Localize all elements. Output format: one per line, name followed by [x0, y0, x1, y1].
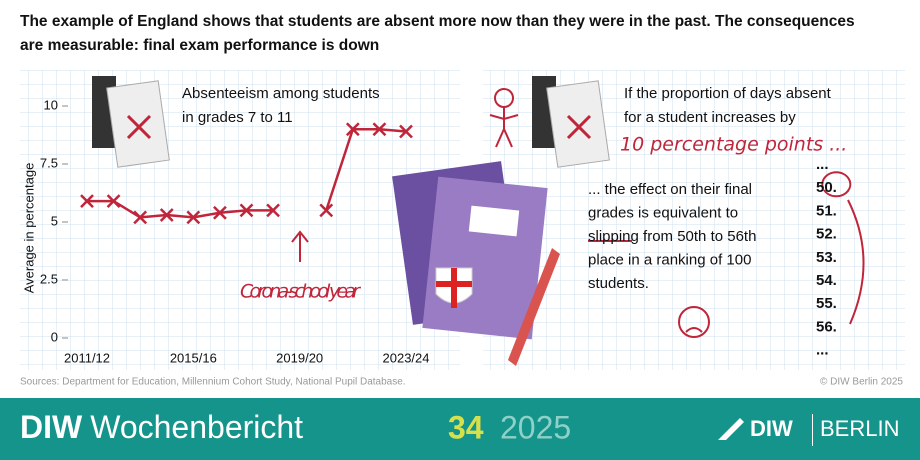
- intro-line: If the proportion of days absent: [624, 85, 832, 102]
- ranking-item: ...: [816, 342, 829, 359]
- data-point: [399, 124, 413, 139]
- annotation: Corona-school year: [240, 281, 361, 303]
- brand: DIW: [20, 409, 83, 445]
- data-point: [213, 205, 227, 220]
- data-point: [345, 122, 360, 137]
- x-tick-label: 2019/20: [276, 350, 323, 365]
- y-tick-label: 2.5: [40, 271, 58, 286]
- chart-title-line: Absenteeism among students: [182, 85, 380, 102]
- logo-text: BERLIN: [820, 416, 899, 441]
- data-point: [159, 208, 174, 222]
- notebooks: [392, 161, 560, 366]
- y-tick-label: 10: [44, 97, 58, 112]
- effect-line: place in a ranking of 100: [588, 251, 751, 268]
- y-tick-label: 5: [51, 213, 58, 228]
- chart-title-line: in grades 7 to 11: [182, 109, 293, 126]
- data-point: [372, 122, 387, 137]
- data-point: [80, 194, 94, 209]
- effect-line: grades is equivalent to: [588, 204, 738, 221]
- data-point: [133, 210, 148, 225]
- y-tick-label: 7.5: [40, 155, 58, 170]
- data-point: [266, 203, 280, 218]
- x-tick-label: 2023/24: [383, 350, 430, 365]
- arrow: [291, 230, 309, 262]
- footer-band: [0, 398, 920, 460]
- stick-figure: [489, 88, 519, 148]
- data-point: [186, 210, 201, 225]
- publication: DIW Wochenbericht: [20, 409, 303, 445]
- title-line: The example of England shows that studen…: [20, 13, 855, 30]
- x-tick-label: 2015/16: [170, 350, 217, 365]
- data-point: [106, 194, 121, 209]
- source: Sources: Department for Education, Mille…: [20, 377, 406, 388]
- clipboard-icon: [92, 76, 170, 168]
- title-line: are measurable: final exam performance i…: [20, 37, 379, 54]
- arrow: [847, 199, 865, 325]
- circle-mark: [821, 171, 852, 198]
- ranking-item: 51.: [816, 202, 837, 219]
- data-point: [239, 203, 254, 218]
- intro-line: for a student increases by: [624, 109, 796, 126]
- logo-text: DIW: [750, 416, 793, 441]
- ranking-item: 50.: [816, 179, 837, 196]
- effect-line: students.: [588, 275, 649, 292]
- y-tick-label: 0: [51, 329, 58, 344]
- issue: 34: [448, 409, 484, 445]
- ranking-item: 56.: [816, 318, 837, 335]
- ranking-item: 55.: [816, 295, 837, 312]
- effect-line: slipping from 50th to 56th: [588, 228, 756, 245]
- panel-text: If the proportion of days absent for a s…: [620, 85, 847, 156]
- ranking-item: ...: [816, 156, 829, 173]
- x-tick-label: 2011/12: [64, 350, 110, 365]
- publication-name: Wochenbericht: [90, 409, 303, 445]
- year: 2025: [500, 409, 571, 445]
- logo-divider: [812, 414, 813, 446]
- logo-mark: [718, 418, 744, 440]
- ranking-item: 54.: [816, 272, 837, 289]
- ranking-item: 52.: [816, 226, 837, 243]
- clipboard-icon: [532, 76, 610, 168]
- data-point: [319, 203, 334, 218]
- y-axis-label: Average in percentage: [21, 163, 36, 294]
- sad-face: [678, 306, 710, 338]
- ranking-item: 53.: [816, 249, 837, 266]
- effect-line: ... the effect on their final: [588, 181, 752, 198]
- copyright: © DIW Berlin 2025: [820, 377, 903, 388]
- highlight: 10 percentage points ...: [620, 134, 847, 156]
- chart-title: Absenteeism among students in grades 7 t…: [182, 85, 380, 126]
